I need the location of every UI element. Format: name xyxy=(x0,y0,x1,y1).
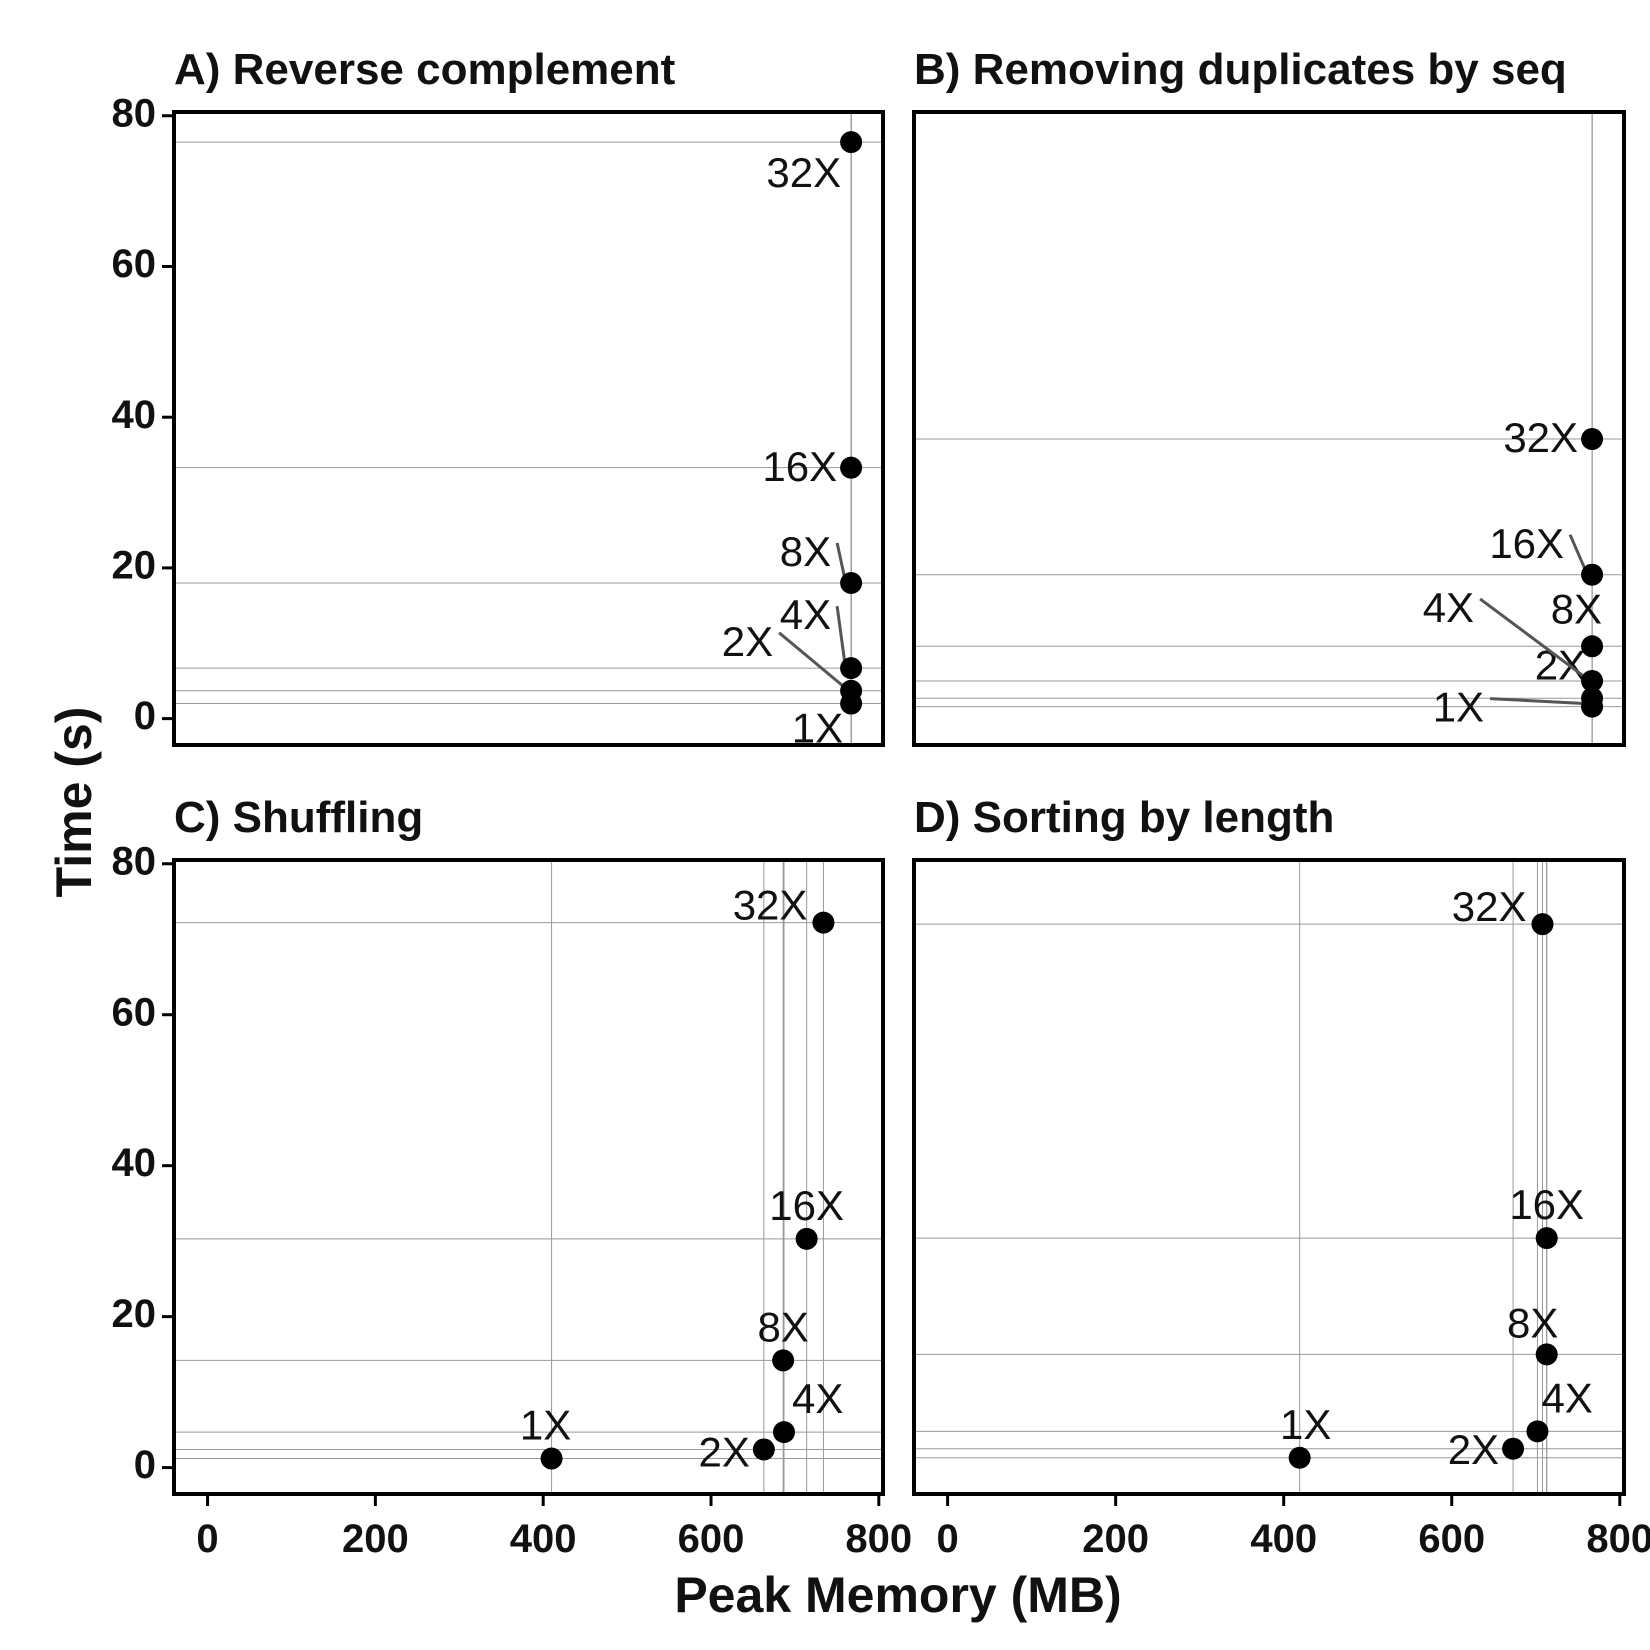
point-label: 8X xyxy=(757,1304,808,1351)
data-point xyxy=(795,1227,818,1250)
panel-border xyxy=(912,858,1626,1496)
y-tick-label: 0 xyxy=(134,694,156,738)
data-point xyxy=(812,911,835,934)
x-tick-label: 400 xyxy=(510,1517,577,1561)
point-label: 8X xyxy=(780,528,831,575)
point-label: 4X xyxy=(792,1375,843,1422)
data-point xyxy=(1502,1437,1525,1460)
y-tick-label: 0 xyxy=(134,1443,156,1487)
data-point xyxy=(540,1447,563,1470)
y-tick-label: 80 xyxy=(112,91,157,135)
point-label: 2X xyxy=(1448,1426,1499,1473)
point-label: 4X xyxy=(1423,584,1474,631)
y-tick-label: 80 xyxy=(112,839,157,883)
point-label: 8X xyxy=(1507,1299,1558,1346)
point-label: 1X xyxy=(520,1402,571,1449)
x-tick-label: 200 xyxy=(342,1517,409,1561)
point-label: 2X xyxy=(722,618,773,665)
y-tick-label: 40 xyxy=(112,393,157,437)
panel-2: B) Removing duplicates by seq 1X 2X 4X 8X 16X… xyxy=(912,45,1626,747)
point-label: 2X xyxy=(698,1429,749,1476)
data-point xyxy=(752,1438,775,1461)
data-point xyxy=(840,679,863,702)
panel-border xyxy=(172,110,885,747)
data-point xyxy=(840,131,863,154)
panel-4: D) Sorting by length 0 200 400 600 800 1X 2X 4X 8… xyxy=(912,793,1650,1561)
x-tick-label: 800 xyxy=(1586,1517,1650,1561)
point-label: 1X xyxy=(792,705,843,752)
data-point xyxy=(1288,1446,1311,1469)
panels: A) Reverse complement0204060801X2X4X8X16… xyxy=(112,45,1650,1561)
data-point xyxy=(772,1349,795,1372)
x-tick-label: 600 xyxy=(678,1517,745,1561)
data-point xyxy=(1581,563,1604,586)
point-label: 2X xyxy=(1535,641,1586,688)
point-label: 16X xyxy=(1489,520,1564,567)
point-label: 4X xyxy=(1541,1374,1592,1421)
panel-border xyxy=(912,110,1626,747)
data-point xyxy=(1535,1343,1558,1366)
leader-line xyxy=(1489,697,1587,706)
y-tick-label: 60 xyxy=(112,242,157,286)
panel-title: B) Removing duplicates by seq xyxy=(914,45,1567,94)
leader-line xyxy=(835,542,847,581)
point-label: 16X xyxy=(1509,1181,1584,1228)
panel-border xyxy=(172,858,885,1496)
point-label: 32X xyxy=(766,149,841,196)
y-tick-label: 20 xyxy=(112,1292,157,1336)
x-tick-label: 800 xyxy=(845,1517,912,1561)
data-point xyxy=(840,571,863,594)
point-label: 1X xyxy=(1433,684,1484,731)
leader-line xyxy=(778,631,847,689)
point-label: 32X xyxy=(1503,414,1578,461)
point-label: 4X xyxy=(780,591,831,638)
data-point xyxy=(1531,913,1554,936)
data-point xyxy=(840,456,863,479)
y-tick-label: 60 xyxy=(112,990,157,1034)
data-point xyxy=(772,1421,795,1444)
data-point xyxy=(1581,635,1604,658)
point-label: 32X xyxy=(1452,883,1527,930)
x-tick-label: 600 xyxy=(1418,1517,1485,1561)
x-tick-label: 200 xyxy=(1082,1517,1149,1561)
leader-line xyxy=(1479,597,1587,680)
point-label: 32X xyxy=(733,882,808,929)
leader-line xyxy=(1568,534,1588,573)
data-point xyxy=(1581,687,1604,710)
data-point xyxy=(1526,1420,1549,1443)
x-tick-label: 0 xyxy=(936,1517,958,1561)
panel-title: C) Shuffling xyxy=(174,793,423,842)
y-tick-label: 20 xyxy=(112,543,157,587)
panel-title: A) Reverse complement xyxy=(174,45,676,94)
point-label: 16X xyxy=(769,1182,844,1229)
x-tick-label: 400 xyxy=(1250,1517,1317,1561)
point-label: 16X xyxy=(762,443,837,490)
point-label: 1X xyxy=(1280,1401,1331,1448)
x-tick-label: 0 xyxy=(196,1517,218,1561)
data-point xyxy=(1581,428,1604,451)
data-point xyxy=(1581,669,1604,692)
panel-title: D) Sorting by length xyxy=(914,793,1334,842)
data-point xyxy=(1535,1227,1558,1250)
leader-line xyxy=(835,605,847,666)
y-tick-label: 40 xyxy=(112,1141,157,1185)
data-point xyxy=(840,657,863,680)
y-axis-title: Time (s) xyxy=(46,707,102,898)
point-label: 8X xyxy=(1551,585,1602,632)
x-axis-title: Peak Memory (MB) xyxy=(674,1567,1121,1623)
